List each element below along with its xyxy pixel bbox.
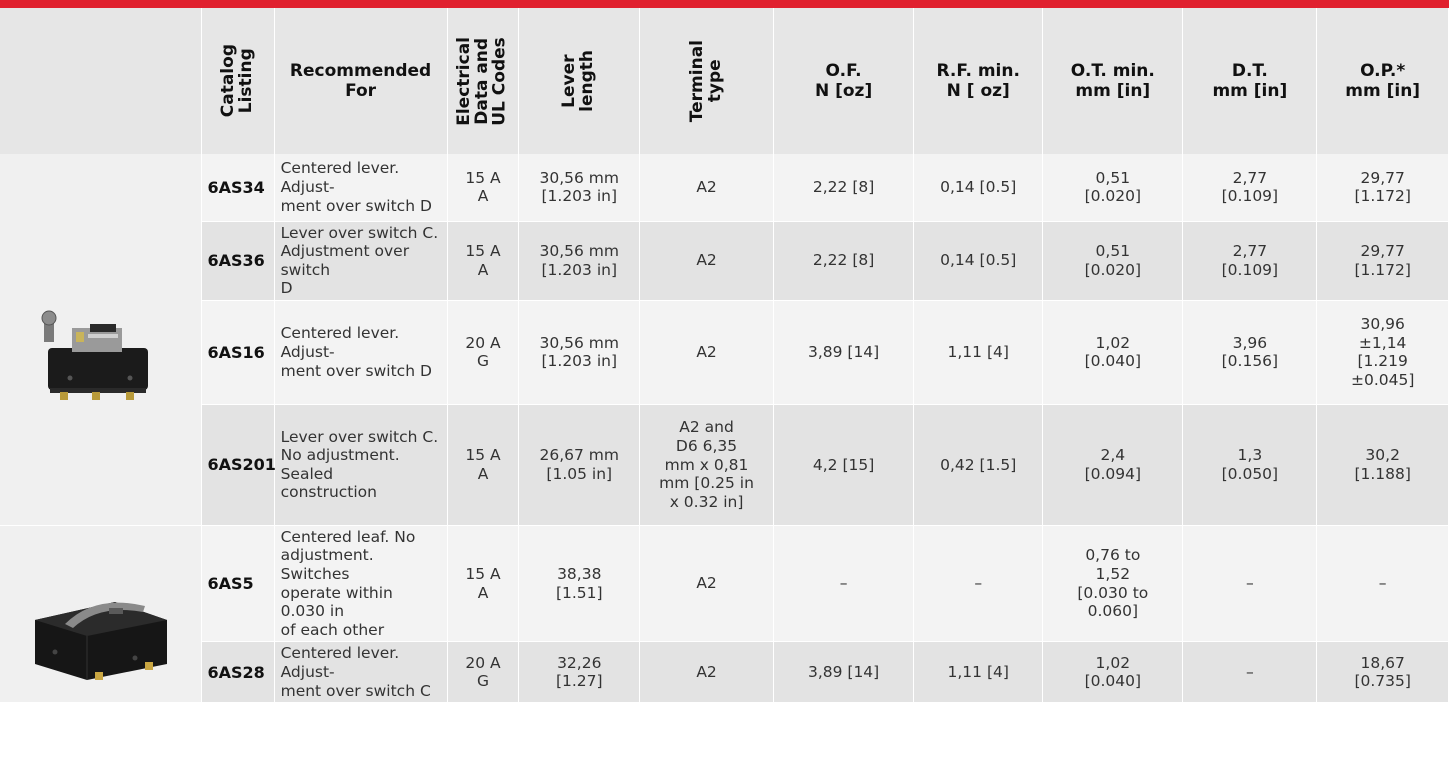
electrical-data: 15 A A — [447, 154, 520, 222]
release-force: 1,11 [4] — [913, 300, 1044, 405]
electrical-data: 15 A A — [447, 404, 520, 526]
terminal-type: A2 and D6 6,35 mm x 0,81 mm [0.25 in x 0… — [639, 404, 775, 526]
differential-travel: – — [1182, 641, 1318, 704]
spec-table: Catalog Listing Recommended For Electric… — [0, 8, 1449, 704]
overtravel: 2,4 [0.094] — [1042, 404, 1184, 526]
operating-position: 29,77 [1.172] — [1316, 221, 1449, 301]
table-row: 6AS16 Centered lever. Adjust- ment over … — [0, 300, 1449, 405]
recommended-for: Centered leaf. No adjustment. Switches o… — [274, 525, 448, 643]
release-force: 1,11 [4] — [913, 641, 1044, 704]
operating-position: 18,67 [0.735] — [1316, 641, 1449, 704]
operating-position: 29,77 [1.172] — [1316, 154, 1449, 222]
header-image-blank — [0, 8, 202, 154]
operating-force: – — [773, 525, 915, 643]
terminal-type: A2 — [639, 154, 775, 222]
operating-force: 3,89 [14] — [773, 641, 915, 704]
header-terminal: Terminal type — [639, 8, 775, 154]
lever-length: 32,26 [1.27] — [518, 641, 641, 704]
electrical-data: 15 A A — [447, 221, 520, 301]
lever-switch-photo-icon — [30, 289, 170, 401]
recommended-for: Centered lever. Adjust- ment over switch… — [274, 154, 448, 222]
table-row: 6AS201 Lever over switch C. No adjustmen… — [0, 404, 1449, 526]
catalog-listing: 6AS5 — [201, 525, 275, 643]
product-image-cell — [0, 154, 202, 526]
header-catalog: Catalog Listing — [201, 8, 275, 154]
differential-travel: 1,3 [0.050] — [1182, 404, 1318, 526]
header-rf: R.F. min. N [ oz] — [913, 8, 1044, 154]
header-of: O.F. N [oz] — [773, 8, 915, 154]
differential-travel: – — [1182, 525, 1318, 643]
terminal-type: A2 — [639, 641, 775, 704]
table-row: 6AS28 Centered lever. Adjust- ment over … — [0, 641, 1449, 704]
catalog-listing: 6AS201 — [201, 404, 276, 526]
operating-position: – — [1316, 525, 1449, 643]
recommended-for: Lever over switch C. No adjustment. Seal… — [274, 404, 448, 526]
electrical-data: 20 A G — [447, 641, 520, 704]
differential-travel: 3,96 [0.156] — [1182, 300, 1318, 405]
table-row: 6AS36 Lever over switch C. Adjustment ov… — [0, 221, 1449, 301]
differential-travel: 2,77 [0.109] — [1182, 154, 1318, 222]
electrical-data: 15 A A — [447, 525, 520, 643]
lever-length: 30,56 mm [1.203 in] — [518, 300, 641, 405]
catalog-listing: 6AS28 — [201, 641, 275, 704]
leaf-switch-photo-icon — [25, 562, 175, 681]
header-row: Catalog Listing Recommended For Electric… — [0, 8, 1449, 154]
terminal-type: A2 — [639, 525, 775, 643]
electrical-data: 20 A G — [447, 300, 520, 405]
catalog-listing: 6AS34 — [201, 154, 275, 222]
catalog-listing: 6AS36 — [201, 221, 275, 301]
terminal-type: A2 — [639, 221, 775, 301]
overtravel: 1,02 [0.040] — [1042, 641, 1184, 704]
overtravel: 0,51 [0.020] — [1042, 154, 1184, 222]
header-op: O.P.* mm [in] — [1316, 8, 1449, 154]
lever-length: 30,56 mm [1.203 in] — [518, 154, 641, 222]
operating-position: 30,96 ±1,14 [1.219 ±0.045] — [1316, 300, 1449, 405]
release-force: 0,14 [0.5] — [913, 154, 1044, 222]
recommended-for: Centered lever. Adjust- ment over switch… — [274, 641, 448, 704]
operating-force: 2,22 [8] — [773, 221, 915, 301]
header-electrical: Electrical Data and UL Codes — [447, 8, 520, 154]
terminal-type: A2 — [639, 300, 775, 405]
lever-length: 38,38 [1.51] — [518, 525, 641, 643]
operating-force: 3,89 [14] — [773, 300, 915, 405]
catalog-listing: 6AS16 — [201, 300, 275, 405]
lever-length: 30,56 mm [1.203 in] — [518, 221, 641, 301]
table-row: 6AS5 Centered leaf. No adjustment. Switc… — [0, 525, 1449, 704]
overtravel: 0,51 [0.020] — [1042, 221, 1184, 301]
release-force: – — [913, 525, 1044, 643]
release-force: 0,14 [0.5] — [913, 221, 1044, 301]
release-force: 0,42 [1.5] — [913, 404, 1044, 526]
header-dt: D.T. mm [in] — [1182, 8, 1318, 154]
operating-force: 2,22 [8] — [773, 154, 915, 222]
differential-travel: 2,77 [0.109] — [1182, 221, 1318, 301]
product-image-cell — [0, 525, 202, 704]
recommended-for: Lever over switch C. Adjustment over swi… — [274, 221, 448, 301]
header-recommended: Recommended For — [274, 8, 448, 154]
table-row: 6AS34 Centered lever. Adjust- ment over … — [0, 154, 1449, 526]
lever-length: 26,67 mm [1.05 in] — [518, 404, 641, 526]
recommended-for: Centered lever. Adjust- ment over switch… — [274, 300, 448, 405]
top-accent-bar — [0, 0, 1449, 8]
header-ot: O.T. min. mm [in] — [1042, 8, 1184, 154]
operating-force: 4,2 [15] — [773, 404, 915, 526]
operating-position: 30,2 [1.188] — [1316, 404, 1449, 526]
overtravel: 1,02 [0.040] — [1042, 300, 1184, 405]
header-lever: Lever length — [518, 8, 641, 154]
overtravel: 0,76 to 1,52 [0.030 to 0.060] — [1042, 525, 1184, 643]
